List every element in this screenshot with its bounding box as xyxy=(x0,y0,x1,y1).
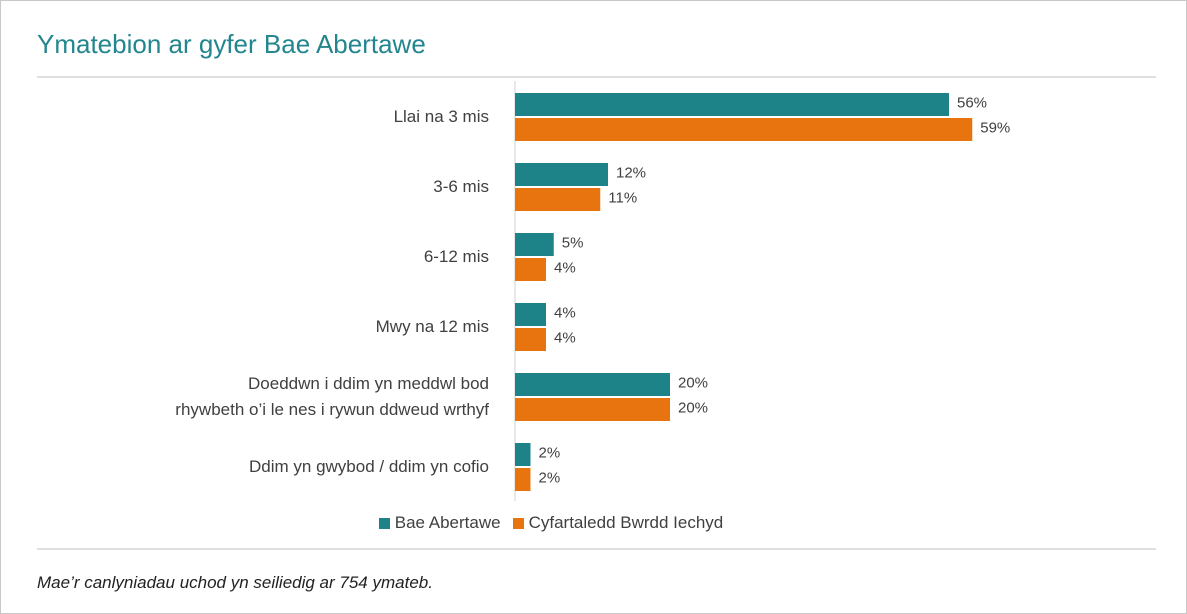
legend: Bae Abertawe Cyfartaledd Bwrdd Iechyd xyxy=(1,513,1101,533)
chart-title: Ymatebion ar gyfer Bae Abertawe xyxy=(37,29,426,59)
bar xyxy=(515,468,531,491)
data-label: 59% xyxy=(980,119,1010,136)
bar xyxy=(515,163,608,186)
legend-item: Bae Abertawe xyxy=(378,513,501,533)
footnote: Mae’r canlyniadau uchod yn seiliedig ar … xyxy=(37,573,433,592)
bar xyxy=(515,93,949,116)
category-label: Mwy na 12 mis xyxy=(375,317,489,336)
category-label: Ddim yn gwybod / ddim yn cofio xyxy=(249,457,489,476)
data-label: 56% xyxy=(957,94,987,111)
bar xyxy=(515,188,601,211)
category-label: Doeddwn i ddim yn meddwl bod rhywbeth o’… xyxy=(175,374,489,419)
bar xyxy=(515,373,670,396)
legend-item: Cyfartaledd Bwrdd Iechyd xyxy=(512,513,724,533)
legend-label: Bae Abertawe xyxy=(394,513,501,532)
bar xyxy=(515,443,531,466)
category-label: 3-6 mis xyxy=(433,177,489,196)
legend-swatch xyxy=(378,517,390,529)
category-label: 6-12 mis xyxy=(423,247,489,266)
data-label: 4% xyxy=(554,329,576,346)
bar xyxy=(515,328,546,351)
category-label: Llai na 3 mis xyxy=(393,107,489,126)
data-label: 4% xyxy=(554,304,576,321)
data-label: 20% xyxy=(678,399,708,416)
bar xyxy=(515,398,670,421)
data-label: 2% xyxy=(539,444,561,461)
data-label: 2% xyxy=(539,469,561,486)
data-label: 5% xyxy=(562,234,584,251)
legend-swatch xyxy=(512,517,524,529)
data-label: 4% xyxy=(554,259,576,276)
bar xyxy=(515,258,546,281)
data-label: 11% xyxy=(608,189,637,206)
legend-label: Cyfartaledd Bwrdd Iechyd xyxy=(528,513,724,532)
data-label: 20% xyxy=(678,374,708,391)
data-label: 12% xyxy=(616,164,646,181)
bar xyxy=(515,303,546,326)
bar xyxy=(515,233,554,256)
bar xyxy=(515,118,973,141)
